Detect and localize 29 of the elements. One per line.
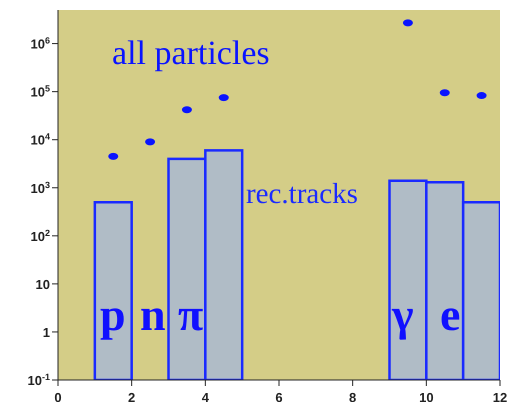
- point: [440, 89, 450, 96]
- x-tick-label: 6: [275, 390, 283, 402]
- x-tick-label: 10: [419, 390, 434, 402]
- y-tick-label: 10$^{6}$: [30, 36, 50, 52]
- y-tick-label: 10$^{4}$: [30, 132, 50, 148]
- point: [476, 92, 487, 100]
- point: [108, 152, 118, 160]
- x-tick-label: 12: [492, 390, 508, 402]
- annotation: n: [140, 289, 166, 340]
- y-tick-label: 10$^{2}$: [30, 228, 50, 244]
- x-tick-label: 8: [349, 390, 356, 402]
- x-tick-label: 2: [128, 390, 136, 402]
- y-tick-label: 10$^{-1}$: [28, 372, 50, 388]
- annotation: γ: [392, 289, 414, 340]
- series-label: all particles: [112, 35, 270, 73]
- point: [182, 106, 192, 114]
- annotation: π: [178, 289, 204, 340]
- y-tick-label: 10$^{5}$: [30, 84, 50, 100]
- series-label: rec.tracks: [246, 178, 358, 211]
- annotation: p: [100, 289, 126, 340]
- y-tick-label: 1: [42, 324, 50, 340]
- x-tick-label: 0: [54, 390, 62, 402]
- point: [218, 94, 229, 102]
- point: [145, 138, 156, 146]
- annotation: e: [440, 289, 460, 340]
- point: [402, 19, 413, 26]
- y-tick-label: 10: [36, 276, 50, 292]
- y-tick-label: 10$^{3}$: [30, 180, 50, 196]
- x-tick-label: 4: [202, 390, 210, 402]
